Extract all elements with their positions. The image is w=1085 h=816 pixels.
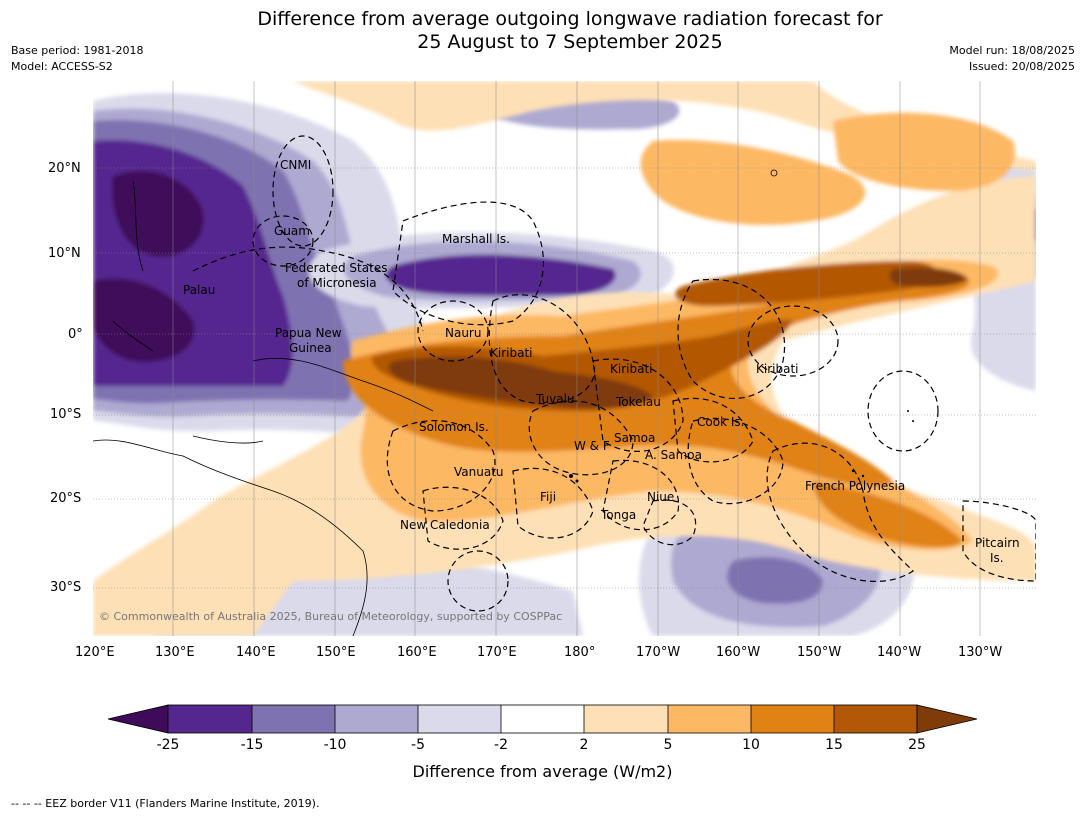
title-line-2: 25 August to 7 September 2025 (417, 31, 723, 53)
lon-label-170w: 170°W (636, 645, 681, 660)
lat-label-10n: 10°N (48, 246, 81, 261)
region-tonga: Tonga (601, 508, 637, 522)
meta-right: Model run: 18/08/2025 Issued: 20/08/2025 (949, 43, 1075, 75)
lat-label-10s: 10°S (50, 407, 82, 422)
colorbar-tick-25: 25 (908, 737, 926, 753)
lon-label-160e: 160°E (397, 645, 437, 660)
copyright-notice: © Commonwealth of Australia 2025, Bureau… (99, 610, 563, 623)
region-nauru: Nauru (445, 326, 482, 340)
colorbar-tick-15: 15 (825, 737, 843, 753)
colorbar-bin-2 (252, 705, 335, 733)
colorbar-bin-5 (501, 705, 584, 733)
chart-title: Difference from average outgoing longwav… (0, 8, 1085, 54)
region-american-samoa: A. Samoa (645, 448, 702, 462)
region-niue: Niue (647, 490, 675, 504)
region-kiribati-east: Kiribati (756, 362, 799, 376)
region-guam: Guam (274, 224, 310, 238)
colorbar-tick-2: 2 (579, 737, 589, 753)
colorbar-bin-1 (168, 705, 252, 733)
lat-label-20s: 20°S (50, 491, 82, 506)
island-dots (569, 169, 914, 483)
region-cook-is: Cook Is. (697, 415, 745, 429)
model-run: Model run: 18/08/2025 (949, 44, 1075, 57)
region-solomon-is: Solomon Is. (419, 420, 489, 434)
colorbar-tick-neg15: -15 (240, 737, 264, 753)
lat-label-30s: 30°S (50, 580, 82, 595)
region-fsm-line1: Federated States (285, 261, 388, 275)
colorbar-tick-neg2: -2 (494, 737, 508, 753)
positive-anomaly-field (93, 81, 1036, 636)
lon-label-180: 180° (564, 645, 596, 660)
colorbar-label: Difference from average (W/m2) (412, 762, 673, 781)
region-png-line2: Guinea (289, 341, 332, 355)
lon-label-130w: 130°W (958, 645, 1003, 660)
colorbar-tick-10: 10 (742, 737, 760, 753)
region-samoa: Samoa (614, 431, 656, 445)
meta-left: Base period: 1981-2018 Model: ACCESS-S2 (11, 43, 143, 75)
region-pitcairn-line1: Pitcairn (975, 536, 1020, 550)
colorbar-tick-neg5: -5 (411, 737, 425, 753)
eez-footnote: -- -- -- EEZ border V11 (Flanders Marine… (11, 797, 320, 810)
colorbar-tick-5: 5 (663, 737, 673, 753)
colorbar (107, 704, 978, 734)
region-tokelau: Tokelau (616, 395, 661, 409)
region-png-line1: Papua New (275, 326, 342, 340)
region-wallis-futuna: W & F (574, 439, 610, 453)
colorbar-bin-9 (834, 705, 917, 733)
base-period: Base period: 1981-2018 (11, 44, 144, 57)
region-fsm-line2: of Micronesia (297, 276, 377, 290)
colorbar-tick-neg10: -10 (323, 737, 347, 753)
map-gridlines (93, 81, 1036, 636)
region-vanuatu: Vanuatu (454, 465, 504, 479)
lon-label-120e: 120°E (75, 645, 115, 660)
colorbar-bin-7 (668, 705, 751, 733)
lon-label-150e: 150°E (316, 645, 356, 660)
colorbar-extend-high (916, 704, 978, 734)
lon-label-150w: 150°W (797, 645, 842, 660)
colorbar-bin-3 (335, 705, 418, 733)
region-marshall-is: Marshall Is. (442, 232, 510, 246)
region-cnmi: CNMI (280, 158, 312, 172)
model-name: Model: ACCESS-S2 (11, 60, 113, 73)
colorbar-bin-4 (418, 705, 501, 733)
region-pitcairn-line2: Is. (990, 551, 1004, 565)
region-new-caledonia: New Caledonia (400, 518, 490, 532)
issued-date: Issued: 20/08/2025 (968, 60, 1075, 73)
lon-label-140w: 140°W (877, 645, 922, 660)
lat-label-0: 0° (68, 327, 83, 342)
colorbar-tick-neg25: -25 (156, 737, 180, 753)
region-kiribati-central: Kiribati (610, 362, 653, 376)
colorbar-bin-6 (584, 705, 668, 733)
lon-label-160w: 160°W (716, 645, 761, 660)
coastlines (93, 180, 434, 636)
ocean-map (93, 81, 1036, 636)
lon-label-130e: 130°E (155, 645, 195, 660)
title-line-1: Difference from average outgoing longwav… (257, 8, 883, 30)
colorbar-extend-low (107, 704, 169, 734)
region-tuvalu: Tuvalu (536, 392, 575, 406)
region-french-polynesia: French Polynesia (805, 479, 906, 493)
lon-label-140e: 140°E (236, 645, 276, 660)
lon-label-170e: 170°E (477, 645, 517, 660)
lat-label-20n: 20°N (48, 161, 81, 176)
eez-borders (192, 135, 1036, 612)
region-fiji: Fiji (540, 490, 557, 504)
region-palau: Palau (183, 283, 216, 297)
region-kiribati-west: Kiribati (490, 346, 533, 360)
colorbar-bin-8 (751, 705, 834, 733)
